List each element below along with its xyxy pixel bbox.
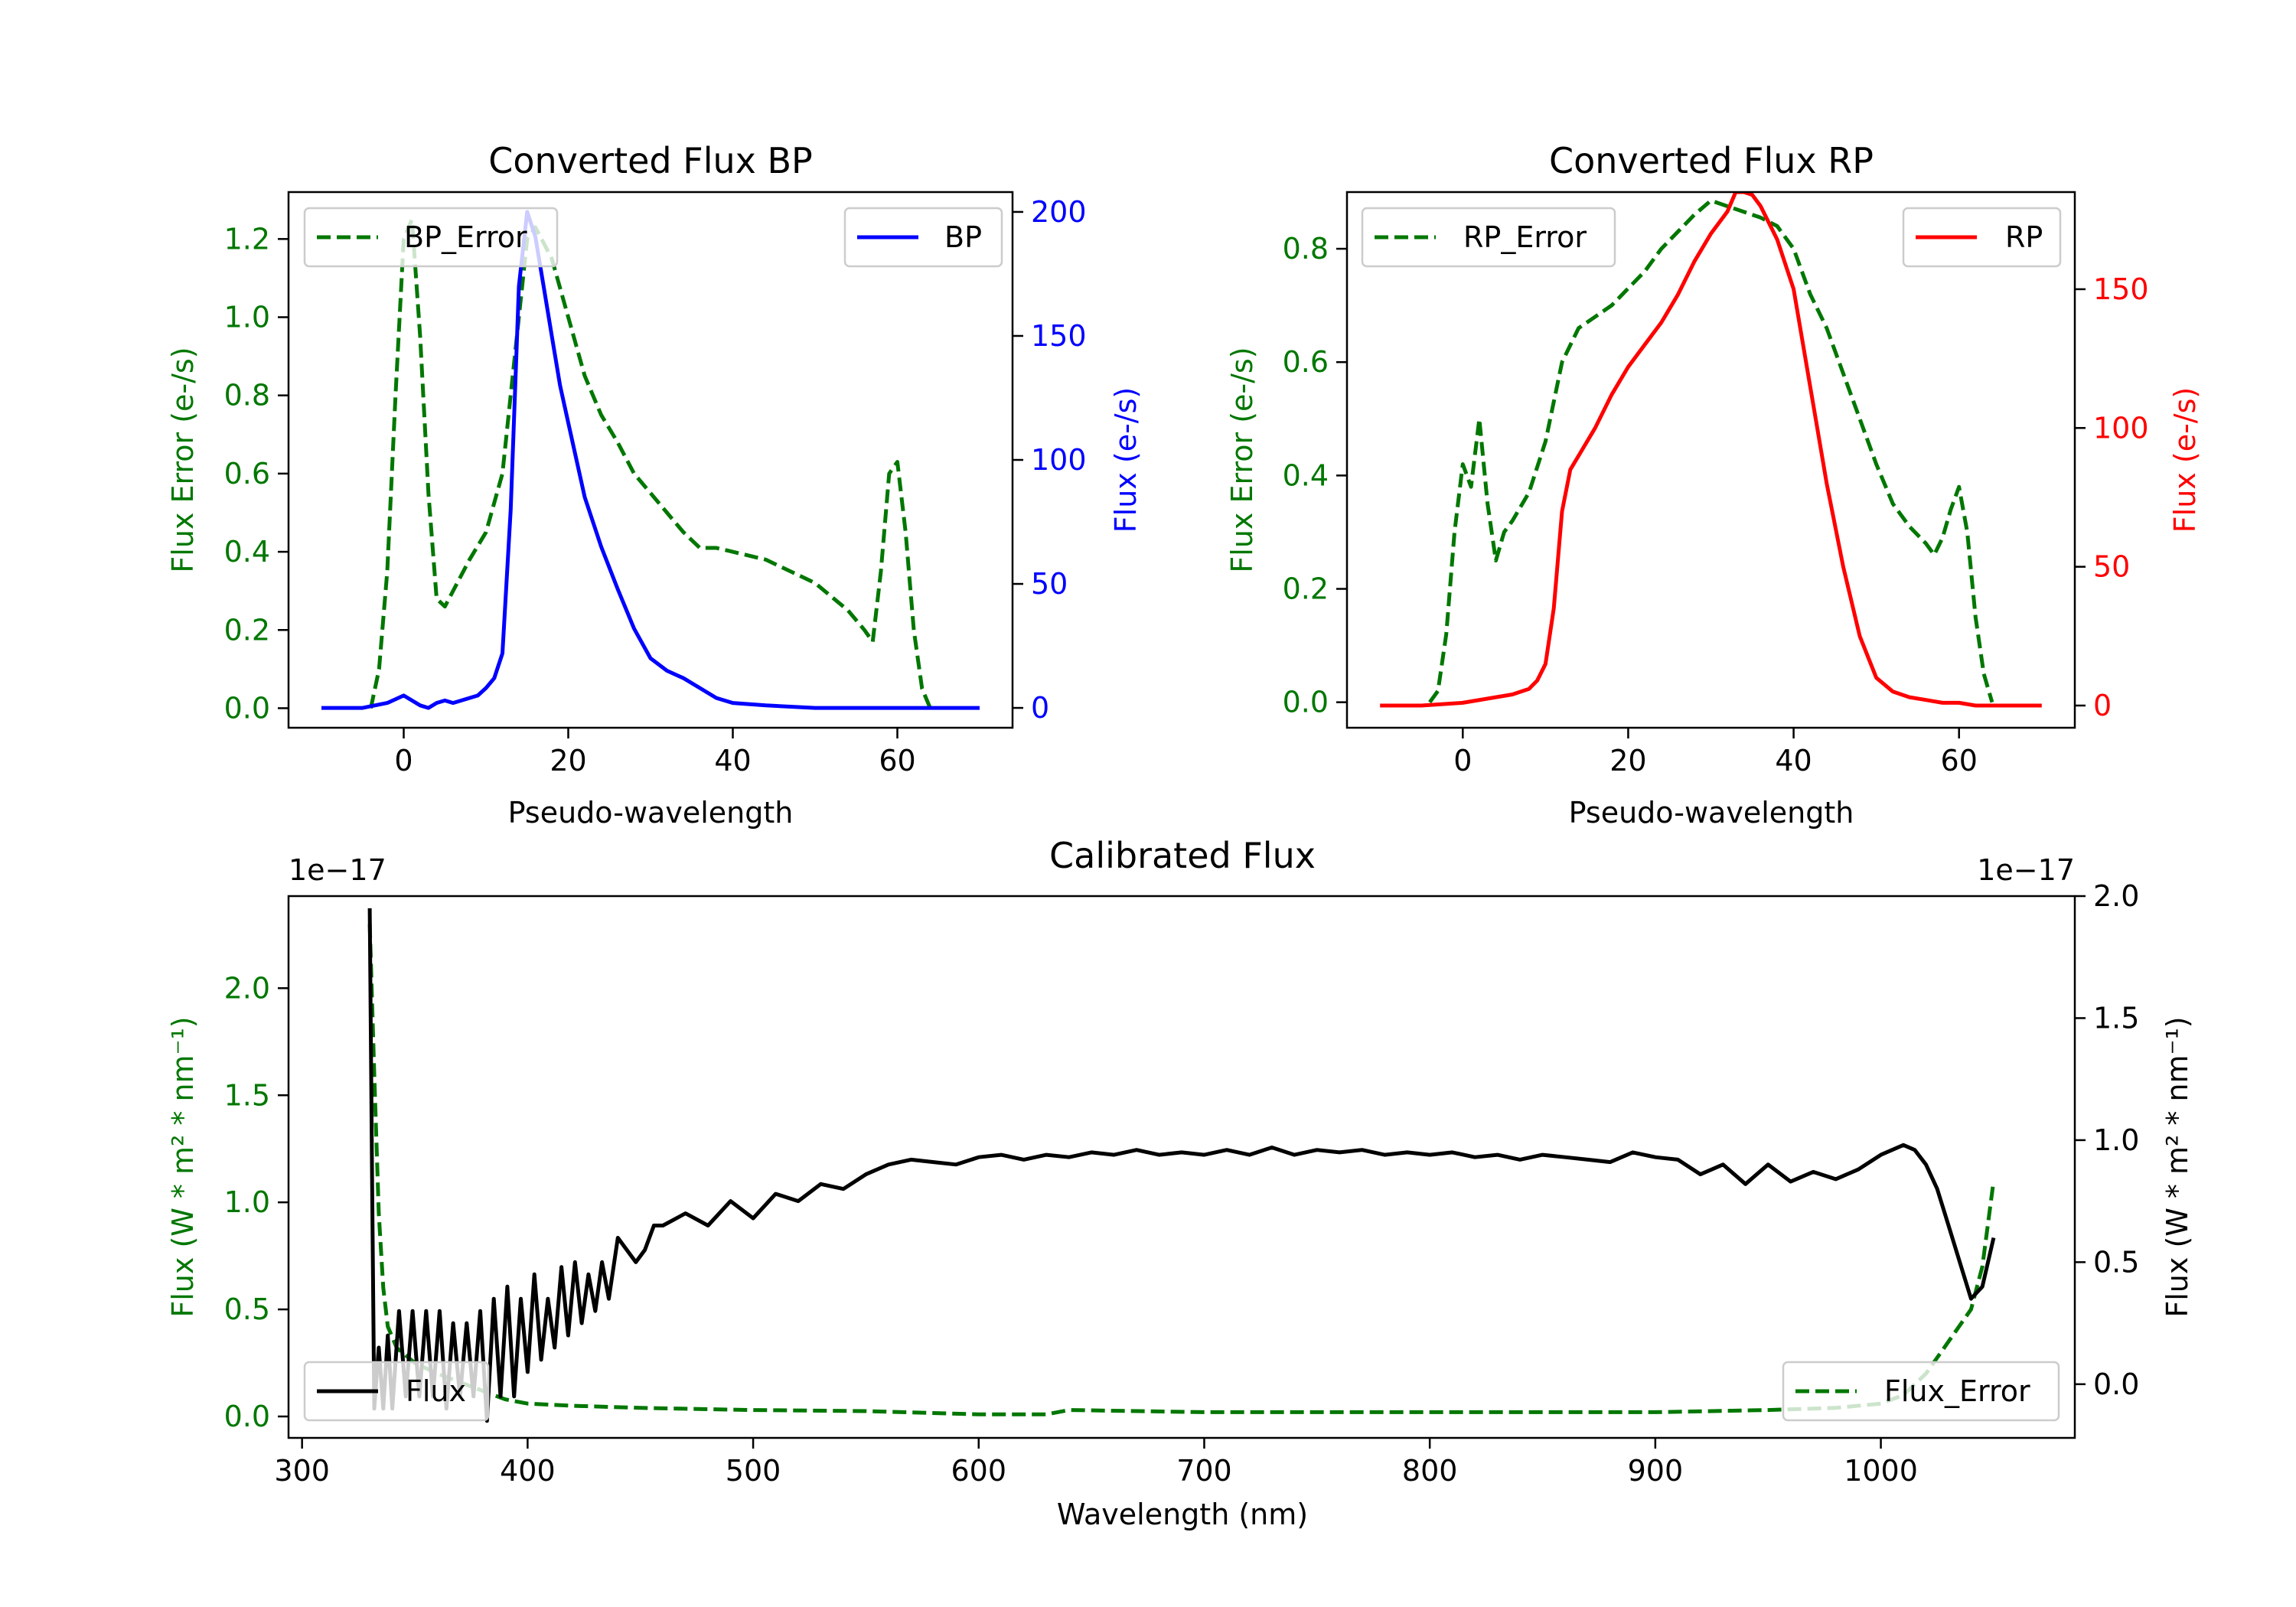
rp-legend-flux: RP — [1902, 207, 2062, 268]
bp-x-tick-label: 20 — [550, 744, 586, 777]
rp-legend-flux-box — [1902, 207, 2062, 268]
calibrated-legend-error-label: Flux_Error — [1884, 1374, 2030, 1408]
rp-left-tick-label: 0.8 — [1283, 232, 1329, 266]
rp-legend-flux-label: RP — [2005, 220, 2043, 254]
rp-right-tick-label: 0 — [2093, 689, 2112, 722]
rp-x-tick-label: 60 — [1941, 744, 1978, 777]
rp-left-ticks: 0.0 0.2 0.4 0.6 0.8 — [1283, 232, 1347, 719]
cal-left-tick-label: 0.0 — [224, 1400, 270, 1433]
calibrated-legend-error-box — [1782, 1361, 2060, 1422]
rp-legend-error-box — [1361, 207, 1616, 268]
bp-left-tick-label: 0.0 — [224, 691, 270, 725]
calibrated-legend-flux-box — [303, 1361, 490, 1422]
cal-left-tick-label: 1.0 — [224, 1185, 270, 1219]
bp-left-tick-label: 0.8 — [224, 379, 270, 412]
calibrated-axes-frame — [287, 895, 2076, 1439]
cal-left-tick-label: 1.5 — [224, 1078, 270, 1112]
cal-right-tick-label: 1.0 — [2093, 1123, 2139, 1157]
bp-left-tick-label: 0.2 — [224, 613, 270, 647]
bp-left-tick-label: 1.2 — [224, 222, 270, 256]
calibrated-x-axis-label: Wavelength (nm) — [1057, 1498, 1308, 1531]
rp-x-tick-label: 40 — [1775, 744, 1812, 777]
rp-right-tick-label: 50 — [2093, 550, 2130, 584]
cal-x-tick-label: 1000 — [1844, 1454, 1918, 1488]
cal-x-tick-label: 800 — [1402, 1454, 1458, 1488]
cal-left-tick-label: 2.0 — [224, 971, 270, 1005]
rp-right-axis-label: Flux (e-/s) — [2168, 387, 2202, 533]
bp-right-tick-label: 0 — [1031, 691, 1049, 725]
bp-left-tick-label: 0.4 — [224, 535, 270, 569]
calibrated-legend-error: Flux_Error — [1782, 1361, 2060, 1422]
bp-left-tick-label: 1.0 — [224, 301, 270, 334]
cal-left-tick-label: 0.5 — [224, 1292, 270, 1326]
bp-right-ticks: 0 50 100 150 200 — [1013, 195, 1087, 725]
rp-left-tick-label: 0.0 — [1283, 686, 1329, 719]
cal-x-tick-label: 900 — [1628, 1454, 1684, 1488]
bp-left-tick-label: 0.6 — [224, 457, 270, 491]
rp-left-tick-label: 0.2 — [1283, 572, 1329, 606]
calibrated-x-ticks: 300 400 500 600 700 800 900 1000 — [274, 1438, 1918, 1488]
cal-right-tick-label: 1.5 — [2093, 1001, 2139, 1035]
calibrated-left-offset: 1e−17 — [289, 853, 386, 887]
rp-x-tick-label: 20 — [1609, 744, 1646, 777]
bp-right-tick-label: 200 — [1031, 195, 1087, 229]
bp-x-ticks: 0 20 40 60 — [394, 728, 916, 777]
rp-legend-error-label: RP_Error — [1463, 220, 1587, 254]
bp-x-tick-label: 0 — [394, 744, 413, 777]
rp-series-rp-error — [1428, 198, 1994, 704]
rp-panel: Converted Flux RP 0 20 40 60 0.00.20.40.60.… — [1225, 140, 2202, 830]
cal-x-tick-label: 300 — [274, 1454, 330, 1488]
bp-legend-error-box — [303, 207, 559, 268]
calibrated-right-ticks: 0.0 0.5 1.0 1.5 2.0 — [2075, 879, 2139, 1401]
rp-left-tick-label: 0.4 — [1283, 458, 1329, 492]
cal-x-tick-label: 700 — [1176, 1454, 1232, 1488]
bp-right-tick-label: 150 — [1031, 319, 1087, 353]
bp-legend-flux-label: BP — [944, 220, 982, 254]
rp-axes-frame — [1345, 191, 2076, 729]
calibrated-panel: Calibrated Flux 1e−17 1e−17 300 400 500 600… — [166, 835, 2194, 1531]
rp-right-tick-label: 100 — [2093, 411, 2149, 445]
rp-right-ticks: 0 50 100 150 — [2075, 272, 2149, 722]
calibrated-legend-flux: Flux — [303, 1361, 490, 1422]
rp-x-axis-label: Pseudo-wavelength — [1569, 796, 1854, 830]
rp-plot-area — [1380, 192, 2042, 708]
cal-right-tick-label: 0.0 — [2093, 1367, 2139, 1401]
cal-x-tick-label: 500 — [726, 1454, 781, 1488]
bp-x-tick-label: 60 — [879, 744, 915, 777]
cal-x-tick-label: 400 — [500, 1454, 556, 1488]
cal-right-tick-label: 2.0 — [2093, 879, 2139, 913]
bp-legend-error-label: BP_Error — [404, 220, 527, 254]
rp-series-rp — [1380, 192, 2042, 708]
bp-right-tick-label: 100 — [1031, 443, 1087, 477]
calibrated-right-offset: 1e−17 — [1977, 853, 2075, 887]
calibrated-legend-flux-label: Flux — [406, 1374, 466, 1408]
cal-right-tick-label: 0.5 — [2093, 1245, 2139, 1279]
bp-series-bp-error — [369, 217, 932, 709]
rp-title: Converted Flux RP — [1549, 140, 1874, 181]
rp-left-tick-label: 0.6 — [1283, 345, 1329, 379]
rp-legend-error: RP_Error — [1361, 207, 1616, 268]
rp-right-tick-label: 150 — [2093, 272, 2149, 306]
bp-legend-error: BP_Error — [303, 207, 559, 268]
bp-right-tick-label: 50 — [1031, 567, 1068, 601]
bp-right-axis-label: Flux (e-/s) — [1109, 387, 1143, 533]
bp-legend-flux-box — [843, 207, 1003, 268]
bp-title: Converted Flux BP — [488, 140, 813, 181]
calibrated-right-axis-label: Flux (W * m² * nm⁻¹) — [2161, 1016, 2194, 1317]
rp-x-tick-label: 0 — [1453, 744, 1472, 777]
bp-left-axis-label: Flux Error (e-/s) — [166, 347, 200, 572]
calibrated-left-axis-label: Flux (W * m² * nm⁻¹) — [166, 1016, 200, 1317]
rp-left-axis-label: Flux Error (e-/s) — [1225, 347, 1259, 572]
cal-x-tick-label: 600 — [951, 1454, 1007, 1488]
bp-x-tick-label: 40 — [714, 744, 751, 777]
bp-x-axis-label: Pseudo-wavelength — [508, 796, 794, 830]
bp-panel: Converted Flux BP 0 20 40 60 0.00.20.40.60.… — [166, 140, 1143, 830]
bp-left-ticks: 0.0 0.2 0.4 0.6 0.8 1.0 1.2 — [224, 222, 289, 725]
calibrated-left-ticks: 0.0 0.5 1.0 1.5 2.0 — [224, 971, 289, 1433]
calibrated-title: Calibrated Flux — [1049, 835, 1316, 876]
bp-legend-flux: BP — [843, 207, 1003, 268]
rp-x-ticks: 0 20 40 60 — [1453, 728, 1978, 777]
